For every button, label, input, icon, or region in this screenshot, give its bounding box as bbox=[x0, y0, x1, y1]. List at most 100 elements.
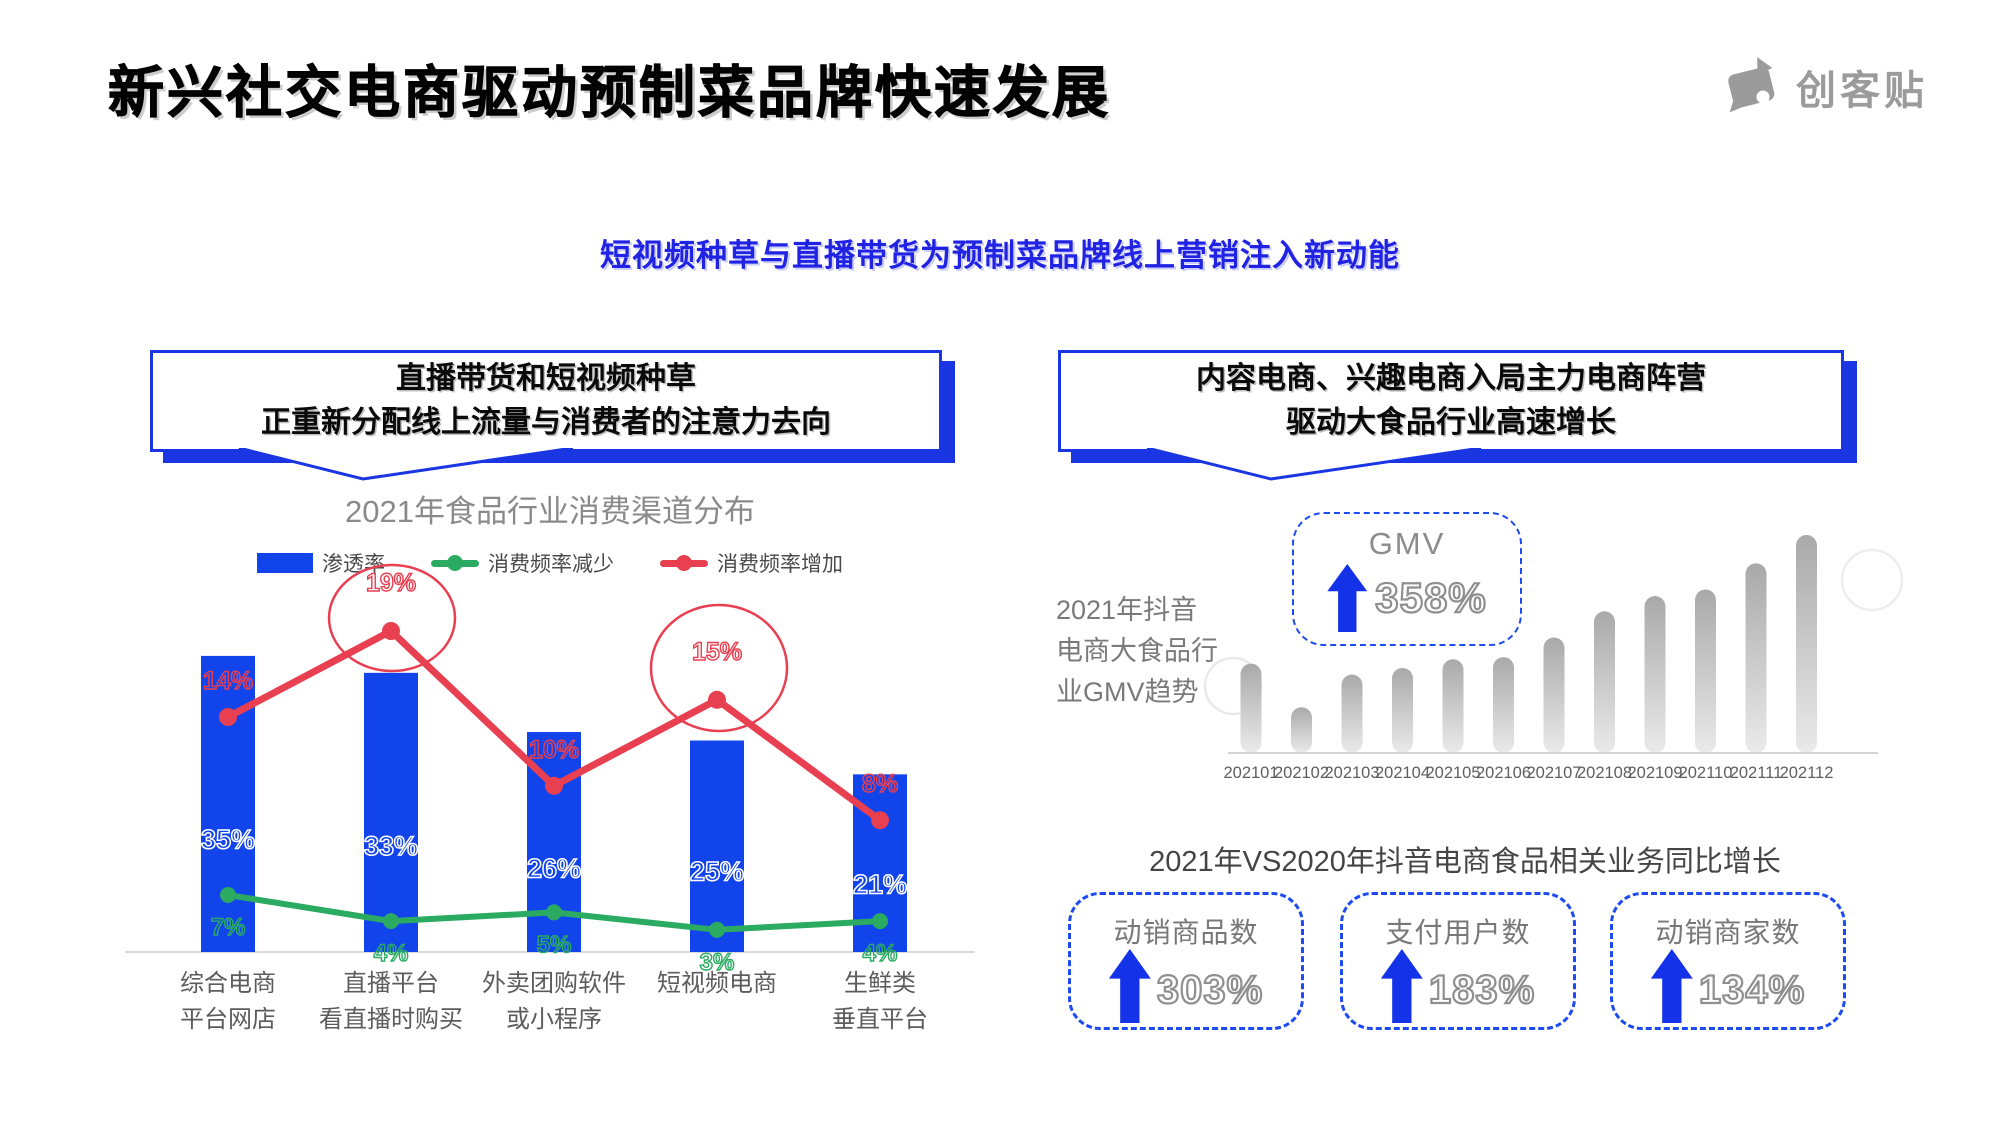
freq-increase-label: 8% bbox=[862, 770, 898, 798]
stat-box-paying-users: 支付用户数 183% bbox=[1340, 892, 1576, 1030]
gmv-bar bbox=[1543, 637, 1565, 753]
bar-value-label: 35% bbox=[201, 824, 255, 854]
stat-label: 动销商品数 bbox=[1113, 917, 1259, 948]
freq-increase-label: 10% bbox=[529, 736, 579, 764]
legend-item-penetration: 渗透率 bbox=[257, 548, 385, 578]
highlight-circle bbox=[327, 563, 457, 673]
penetration-bar bbox=[364, 672, 418, 952]
stat-label: 支付用户数 bbox=[1385, 917, 1531, 948]
stat-value: 134% bbox=[1698, 967, 1806, 1013]
gmv-chart-title: 2021年抖音 电商大食品行 业GMV趋势 bbox=[1056, 590, 1218, 713]
left-bubble-tail bbox=[238, 448, 574, 481]
up-arrow-icon bbox=[1380, 949, 1423, 1023]
month-label: 202105 bbox=[1425, 764, 1480, 782]
left-bubble-line1: 直播带货和短视频种草 bbox=[396, 362, 696, 395]
month-label: 202109 bbox=[1627, 764, 1682, 782]
freq-increase-point bbox=[545, 776, 563, 795]
gmv-title-line: 2021年抖音 bbox=[1056, 595, 1198, 625]
legend-label: 消费频率增加 bbox=[717, 553, 843, 576]
bar-value-label: 33% bbox=[364, 831, 418, 861]
freq-increase-point bbox=[219, 708, 237, 726]
highlight-circle bbox=[649, 603, 789, 733]
month-label: 202111 bbox=[1730, 764, 1783, 782]
stat-box-products: 动销商品数 303% bbox=[1068, 892, 1304, 1030]
category-label: 平台网店 bbox=[180, 1006, 276, 1033]
category-label: 看直播时购买 bbox=[319, 1006, 463, 1033]
stat-box-merchants: 动销商家数 134% bbox=[1610, 892, 1846, 1030]
up-arrow-icon bbox=[1327, 564, 1368, 632]
gmv-bar bbox=[1796, 535, 1817, 753]
month-label: 202104 bbox=[1375, 764, 1430, 782]
month-label: 202108 bbox=[1577, 764, 1632, 782]
legend-label: 渗透率 bbox=[322, 553, 385, 576]
gmv-badge: GMV 358% bbox=[1292, 512, 1522, 646]
left-chart-title: 2021年食品行业消费渠道分布 bbox=[345, 494, 755, 529]
legend-green-line-swatch bbox=[431, 555, 479, 571]
gmv-bar bbox=[1695, 589, 1716, 753]
freq-decrease-label: 4% bbox=[863, 940, 898, 967]
month-label: 202102 bbox=[1274, 764, 1329, 782]
brand-logo-text: 创客贴 bbox=[1796, 68, 1928, 113]
category-label: 综合电商 bbox=[180, 970, 276, 997]
freq-increase-label: 15% bbox=[692, 638, 742, 666]
decorative-circle bbox=[1840, 548, 1904, 612]
category-label: 外卖团购软件 bbox=[482, 970, 626, 997]
gmv-chart: 2021012021022021032021042021052021062021… bbox=[1203, 535, 1904, 782]
gmv-bar bbox=[1493, 657, 1514, 753]
left-speech-bubble: 直播带货和短视频种草 正重新分配线上流量与消费者的注意力去向 bbox=[150, 350, 942, 481]
legend-label: 消费频率减少 bbox=[488, 553, 614, 576]
freq-increase-label: 14% bbox=[203, 667, 253, 695]
gmv-bar bbox=[1240, 663, 1262, 753]
gmv-bar bbox=[1442, 659, 1464, 753]
page-subtitle: 短视频种草与直播带货为预制菜品牌线上营销注入新动能 bbox=[600, 238, 1400, 273]
month-label: 202110 bbox=[1679, 764, 1733, 782]
legend-item-freq-decrease: 消费频率减少 bbox=[431, 548, 614, 578]
left-bubble-line2: 正重新分配线上流量与消费者的注意力去向 bbox=[261, 406, 831, 439]
freq-decrease-point bbox=[220, 887, 236, 903]
stat-value: 183% bbox=[1428, 967, 1536, 1013]
gmv-title-line: 电商大食品行 bbox=[1056, 636, 1218, 666]
stat-value: 303% bbox=[1156, 967, 1264, 1013]
month-label: 202103 bbox=[1324, 764, 1379, 782]
freq-decrease-point bbox=[872, 913, 888, 930]
left-chart: 35% 33% 26% 25% 21% 7% 4% 5% 3% 4% 14% 19% 10% 15% 8% 综… bbox=[125, 563, 975, 1033]
up-arrow-icon bbox=[1108, 949, 1151, 1023]
freq-decrease-label: 3% bbox=[700, 949, 735, 976]
right-bubble-line2: 驱动大食品行业高速增长 bbox=[1286, 406, 1616, 439]
penetration-bar bbox=[690, 740, 744, 952]
legend-red-line-swatch bbox=[660, 555, 708, 571]
month-label: 202112 bbox=[1780, 764, 1834, 782]
freq-increase-label: 19% bbox=[366, 569, 416, 597]
right-bubble-tail bbox=[1146, 448, 1482, 481]
freq-decrease-label: 4% bbox=[374, 940, 409, 967]
month-label: 202101 bbox=[1223, 764, 1278, 782]
bar-value-label: 21% bbox=[853, 869, 907, 899]
legend-item-freq-increase: 消费频率增加 bbox=[660, 548, 843, 578]
legend-bar-swatch bbox=[257, 553, 313, 573]
brand-cat-icon bbox=[1722, 56, 1784, 117]
page-title: 新兴社交电商驱动预制菜品牌快速发展 bbox=[108, 61, 1111, 125]
brand-logo: 创客贴 bbox=[1722, 56, 1928, 117]
freq-decrease-label: 7% bbox=[211, 914, 246, 941]
gmv-bar bbox=[1745, 563, 1767, 753]
left-chart-legend: 渗透率 消费频率减少 消费频率增加 bbox=[120, 548, 980, 578]
gmv-bar bbox=[1392, 667, 1413, 753]
month-label: 202107 bbox=[1526, 764, 1581, 782]
gmv-bar bbox=[1291, 707, 1312, 753]
freq-increase-point bbox=[871, 811, 889, 830]
category-label: 直播平台 bbox=[343, 970, 439, 997]
category-label: 垂直平台 bbox=[832, 1006, 928, 1033]
gmv-bar bbox=[1644, 596, 1666, 753]
growth-section-title: 2021年VS2020年抖音电商食品相关业务同比增长 bbox=[1149, 846, 1781, 878]
gmv-bar bbox=[1594, 611, 1615, 753]
freq-decrease-point bbox=[383, 913, 399, 930]
freq-decrease-point bbox=[546, 904, 562, 921]
stat-label: 动销商家数 bbox=[1655, 917, 1801, 948]
bar-value-label: 26% bbox=[527, 853, 581, 883]
gmv-title-line: 业GMV趋势 bbox=[1056, 677, 1199, 707]
bar-value-label: 25% bbox=[690, 857, 744, 887]
freq-decrease-label: 5% bbox=[537, 931, 572, 958]
penetration-bar bbox=[201, 655, 255, 952]
